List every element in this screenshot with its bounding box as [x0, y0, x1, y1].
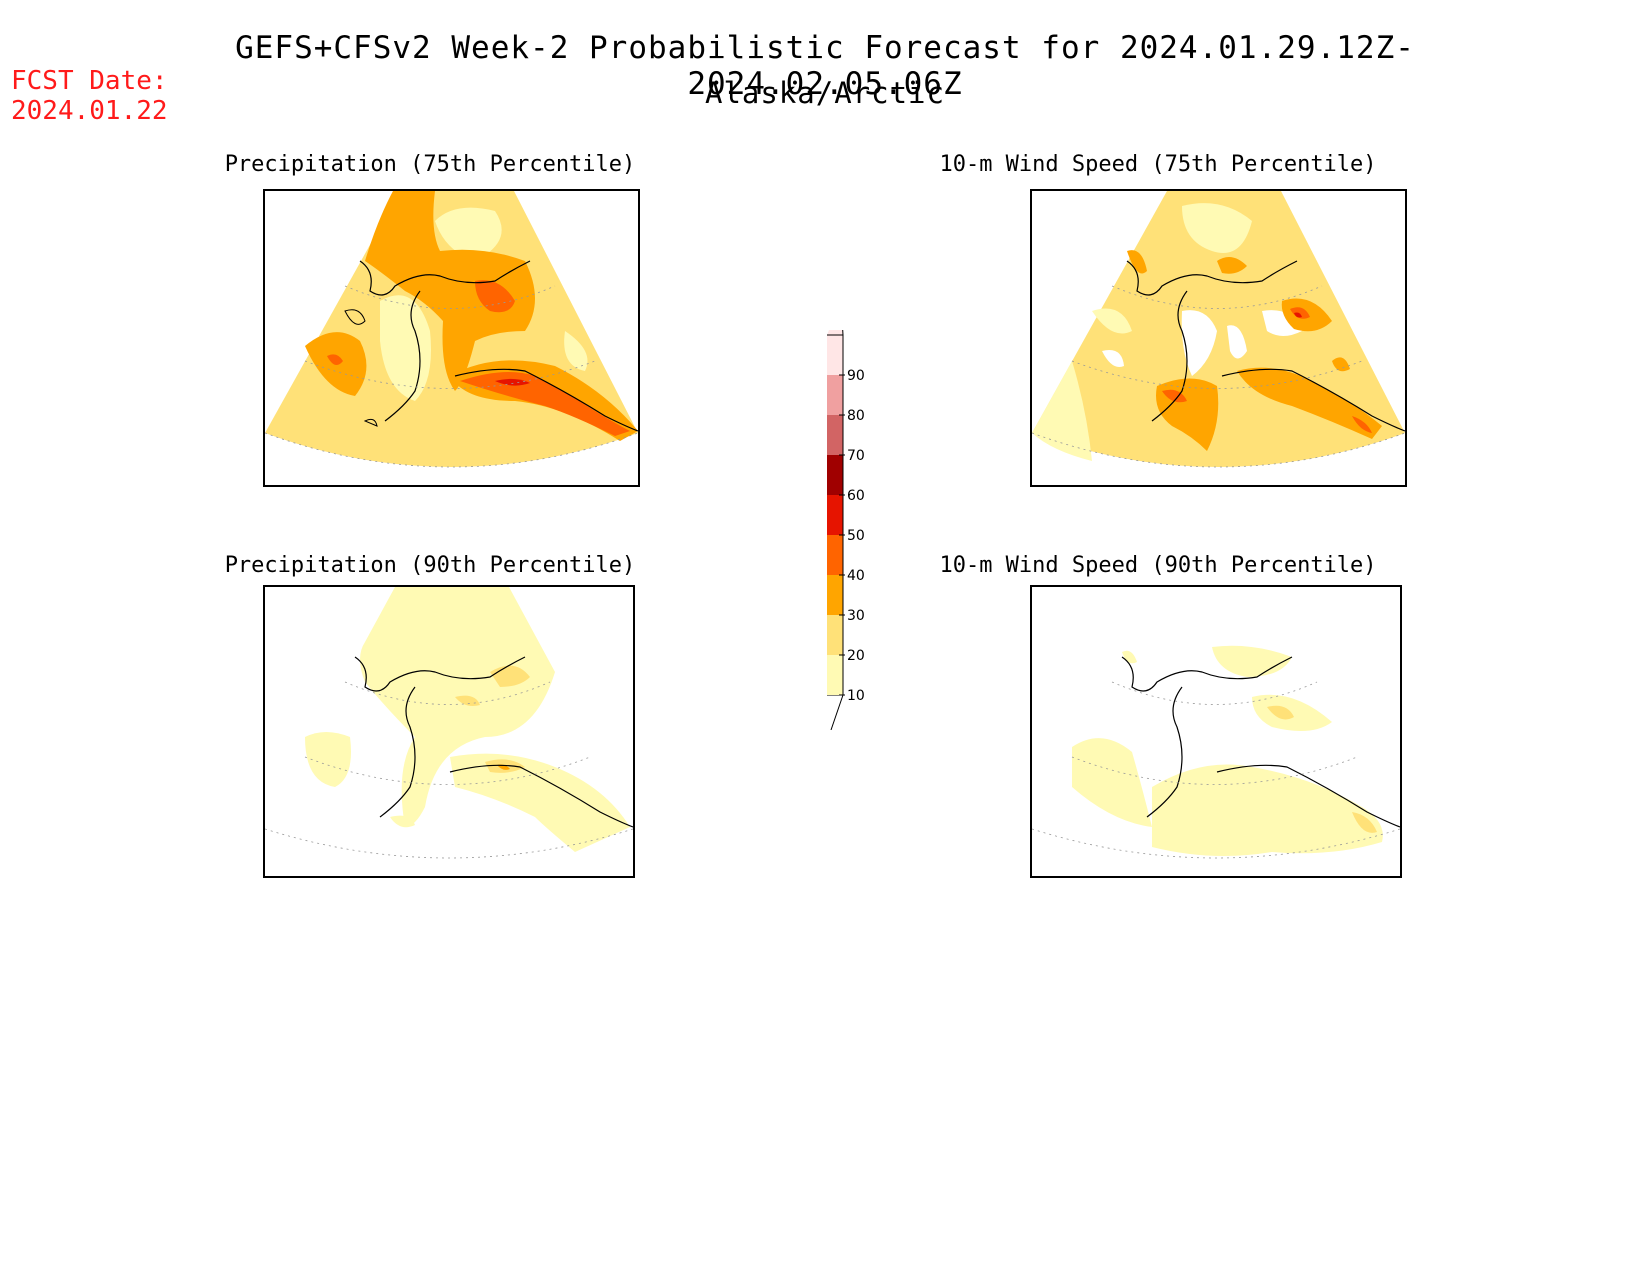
- colorbar-swatch: [827, 335, 843, 375]
- map-wind-75: [1030, 189, 1407, 487]
- forecast-date-block: FCST Date: 2024.01.22: [11, 66, 168, 126]
- panel-title-precip-90: Precipitation (90th Percentile): [224, 553, 636, 578]
- map-precip-90: [263, 585, 635, 878]
- colorbar-swatch: [827, 455, 843, 495]
- forecast-date-value: 2024.01.22: [11, 96, 168, 126]
- colorbar-swatch: [827, 535, 843, 575]
- colorbar-tick-label: 40: [847, 568, 865, 584]
- colorbar-swatch: [827, 615, 843, 655]
- colorbar-tick-label: 50: [847, 528, 865, 544]
- colorbar-tick-label: 20: [847, 648, 865, 664]
- colorbar-tick-label: 60: [847, 488, 865, 504]
- colorbar-tick-label: 90: [847, 368, 865, 384]
- colorbar-swatch: [827, 495, 843, 535]
- colorbar-swatch: [827, 415, 843, 455]
- region-subtitle: Alaska/Arctic: [705, 76, 945, 110]
- panel-title-wind-75: 10-m Wind Speed (75th Percentile): [939, 152, 1377, 177]
- colorbar-bottom-arrow: [827, 694, 844, 730]
- colorbar-tick-label: 30: [847, 608, 865, 624]
- forecast-date-label: FCST Date:: [11, 66, 168, 96]
- figure-title: GEFS+CFSv2 Week-2 Probabilistic Forecast…: [235, 30, 1415, 102]
- panel-title-precip-75: Precipitation (75th Percentile): [224, 152, 636, 177]
- colorbar-tick-label: 70: [847, 448, 865, 464]
- panel-title-wind-90: 10-m Wind Speed (90th Percentile): [939, 553, 1377, 578]
- colorbar: 10 20 30 40 50 60 70 80 90: [827, 330, 865, 730]
- colorbar-swatch: [827, 655, 843, 695]
- colorbar-top-arrow: [827, 330, 844, 336]
- map-wind-90: [1030, 585, 1402, 878]
- colorbar-tick-label: 80: [847, 408, 865, 424]
- colorbar-tick-label: 10: [847, 688, 865, 704]
- colorbar-swatch: [827, 575, 843, 615]
- map-precip-75: [263, 189, 640, 487]
- colorbar-swatch: [827, 375, 843, 415]
